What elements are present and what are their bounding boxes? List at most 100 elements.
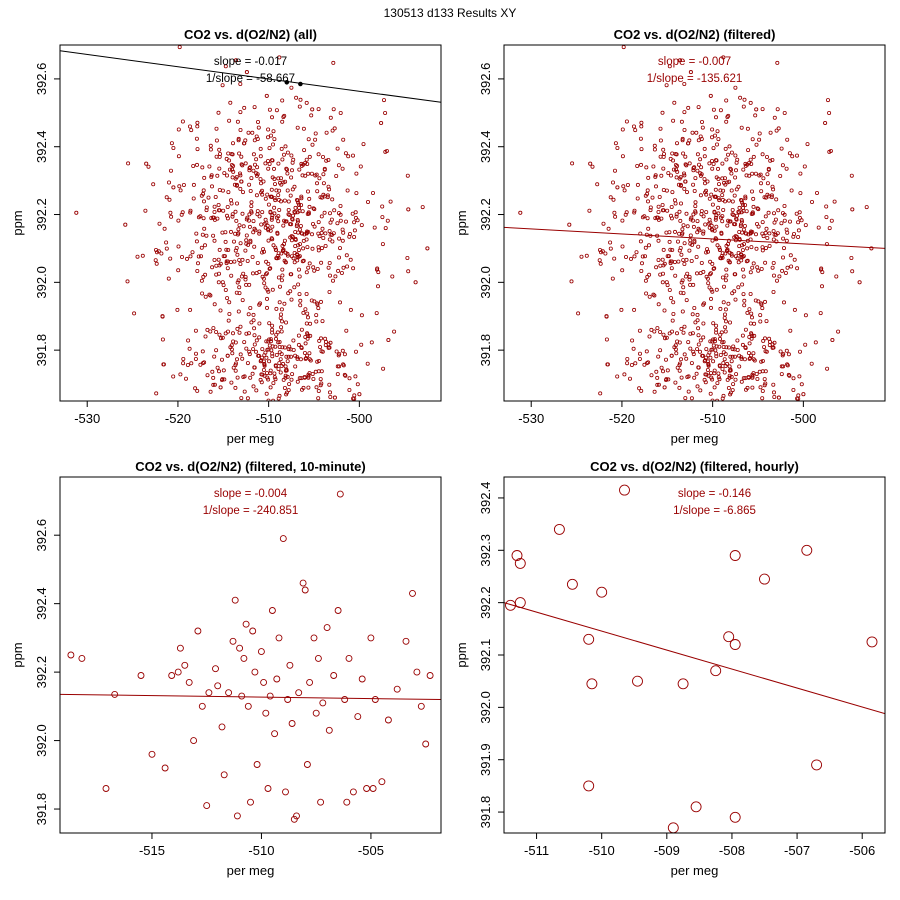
data-point: [252, 162, 257, 167]
data-point: [233, 176, 238, 181]
data-point: [783, 270, 788, 275]
data-point: [658, 348, 663, 353]
data-point: [706, 361, 711, 366]
data-point: [720, 193, 725, 198]
data-point: [597, 258, 602, 263]
slope-annotation: slope = -0.017: [214, 56, 287, 68]
data-point: [288, 720, 296, 727]
data-point: [161, 362, 166, 367]
data-point: [743, 194, 748, 199]
data-point: [272, 137, 277, 142]
data-point: [303, 341, 308, 346]
data-point: [262, 361, 267, 366]
data-point: [717, 247, 722, 252]
data-point: [229, 380, 234, 385]
data-point: [737, 353, 742, 358]
data-point: [279, 319, 284, 324]
data-point: [208, 389, 213, 394]
x-tick-label: -520: [609, 411, 635, 426]
data-point: [765, 172, 770, 177]
data-point: [736, 209, 741, 214]
data-point: [635, 163, 640, 168]
data-point: [711, 321, 716, 326]
data-point: [724, 157, 729, 162]
data-point: [664, 335, 669, 340]
data-point: [287, 382, 292, 387]
data-point: [698, 271, 703, 276]
data-point: [772, 115, 777, 120]
data-point: [160, 337, 165, 342]
data-point: [289, 297, 294, 302]
data-point: [299, 194, 304, 199]
data-point: [255, 120, 260, 125]
data-point: [332, 395, 337, 400]
data-point: [753, 113, 758, 118]
data-point: [283, 260, 288, 265]
data-point: [684, 298, 689, 303]
data-point: [753, 171, 758, 176]
data-point: [736, 260, 741, 265]
data-point: [319, 214, 324, 219]
data-point: [566, 578, 578, 590]
data-point: [732, 289, 737, 294]
data-point: [260, 250, 265, 255]
data-point: [248, 238, 253, 243]
data-point: [274, 188, 279, 193]
data-point: [297, 208, 302, 213]
data-point: [340, 238, 345, 243]
data-point: [279, 325, 284, 330]
data-point: [347, 231, 352, 236]
data-point: [733, 297, 738, 302]
data-point: [688, 238, 693, 243]
data-point: [353, 349, 358, 354]
data-point: [378, 778, 386, 786]
data-point: [181, 356, 186, 361]
data-point: [754, 232, 759, 237]
data-point: [615, 185, 620, 190]
data-point: [279, 278, 284, 283]
data-point: [660, 257, 665, 262]
data-point: [720, 366, 725, 371]
data-point: [214, 682, 222, 690]
data-point: [214, 126, 219, 131]
data-point: [205, 689, 213, 697]
data-point: [326, 345, 331, 350]
data-point: [242, 105, 247, 110]
regression-line: [60, 50, 441, 103]
data-point: [253, 761, 261, 768]
data-point: [252, 365, 257, 370]
data-point: [624, 210, 629, 215]
data-point: [240, 298, 245, 303]
data-point: [327, 187, 332, 192]
data-point: [227, 118, 232, 123]
data-point: [266, 692, 274, 700]
data-point: [709, 296, 714, 301]
data-point: [380, 204, 385, 209]
data-point: [755, 376, 760, 381]
data-point: [304, 291, 309, 296]
data-point: [331, 107, 336, 112]
data-point: [258, 154, 263, 159]
data-point: [252, 342, 257, 347]
data-point: [637, 386, 642, 391]
data-point: [640, 254, 645, 259]
data-point: [311, 265, 316, 270]
data-point: [252, 244, 257, 249]
data-point: [702, 146, 707, 151]
data-point: [606, 226, 611, 231]
data-point: [642, 362, 647, 367]
data-point: [677, 340, 682, 345]
data-point: [195, 388, 200, 393]
data-point: [673, 380, 678, 385]
data-point: [200, 232, 205, 237]
data-point: [254, 388, 259, 393]
data-point: [332, 126, 337, 131]
data-point: [231, 163, 236, 168]
data-point: [725, 361, 730, 366]
data-point: [218, 308, 223, 313]
data-point: [222, 171, 227, 176]
data-point: [684, 163, 689, 168]
inverse-slope-annotation: 1/slope = -58.667: [206, 73, 295, 85]
data-point: [714, 224, 719, 229]
data-point: [725, 377, 730, 382]
